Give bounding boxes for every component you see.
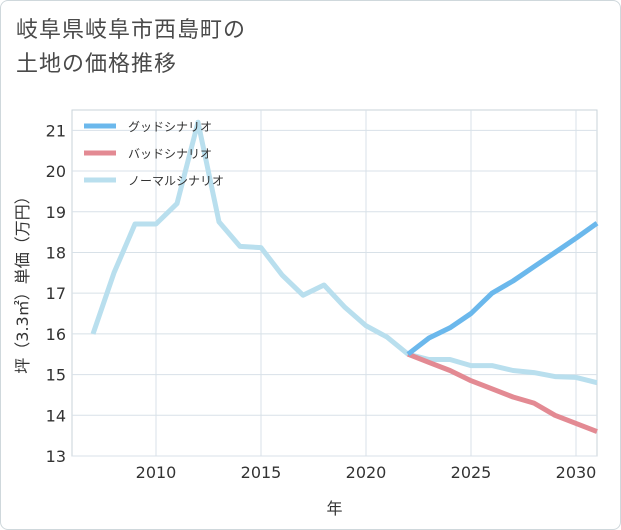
y-tick-label: 15 <box>46 366 66 385</box>
series-line-2 <box>407 351 598 434</box>
y-tick-label: 17 <box>46 284 66 303</box>
title-line-1: 岐阜県岐阜市西島町の <box>16 18 247 43</box>
y-tick-label: 20 <box>46 162 66 181</box>
x-tick-label: 2025 <box>451 463 492 482</box>
plot-area <box>71 109 598 457</box>
y-tick-label: 13 <box>46 447 66 466</box>
series-line-1 <box>406 221 599 357</box>
legend-label: ノーマルシナリオ <box>128 174 224 188</box>
legend-label: グッドシナリオ <box>128 120 212 134</box>
page-title: 岐阜県岐阜市西島町の 土地の価格推移 <box>16 14 246 82</box>
x-tick-label: 2030 <box>556 463 597 482</box>
title-line-2: 土地の価格推移 <box>16 52 178 77</box>
x-tick-label: 2020 <box>346 463 387 482</box>
y-tick-label: 21 <box>46 121 66 140</box>
x-tick-label: 2010 <box>136 463 177 482</box>
x-axis-label: 年 <box>326 499 342 518</box>
y-tick-label: 14 <box>46 406 66 425</box>
x-tick-label: 2015 <box>241 463 282 482</box>
y-tick-label: 18 <box>46 243 66 262</box>
y-axis-label: 坪（3.3㎡）単価（万円） <box>13 188 32 373</box>
y-tick-label: 19 <box>46 203 66 222</box>
legend-label: バッドシナリオ <box>128 147 212 161</box>
series-line-3 <box>90 119 598 386</box>
y-tick-label: 16 <box>46 325 66 344</box>
